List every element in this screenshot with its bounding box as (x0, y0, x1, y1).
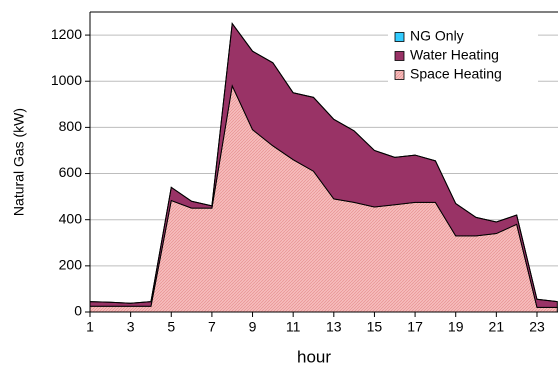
y-axis-label: Natural Gas (kW) (11, 108, 27, 216)
x-tick-label: 7 (208, 319, 216, 335)
x-tick-label: 5 (167, 319, 175, 335)
x-tick-label: 21 (489, 319, 505, 335)
x-tick-label: 1 (86, 319, 94, 335)
y-tick-label: 1200 (51, 26, 82, 42)
x-axis-label: hour (297, 347, 331, 366)
x-tick-label: 3 (127, 319, 135, 335)
x-tick-label: 9 (249, 319, 257, 335)
x-tick-label: 11 (286, 319, 301, 335)
x-tick-label: 17 (407, 319, 423, 335)
legend: NG Only Water Heating Space Heating (388, 26, 538, 84)
y-tick-label: 200 (59, 257, 83, 273)
x-tick-label: 13 (326, 319, 342, 335)
area (89, 22, 558, 304)
y-tick-label: 0 (74, 303, 82, 319)
y-tick-label: 400 (59, 210, 83, 226)
legend-swatch (394, 51, 405, 61)
y-tick-label: 1000 (51, 72, 82, 88)
legend-label: Space Heating (410, 66, 502, 82)
x-tick-label: 23 (529, 319, 545, 335)
y-tick-label: 800 (59, 118, 83, 134)
legend-box (388, 26, 538, 84)
x-tick-label: 15 (367, 319, 383, 335)
legend-swatch (394, 70, 405, 80)
y-tick-label: 600 (59, 164, 83, 180)
legend-label: NG Only (410, 28, 464, 44)
legend-swatch (394, 32, 405, 42)
legend-label: Water Heating (410, 47, 499, 63)
x-tick-label: 19 (448, 319, 464, 335)
